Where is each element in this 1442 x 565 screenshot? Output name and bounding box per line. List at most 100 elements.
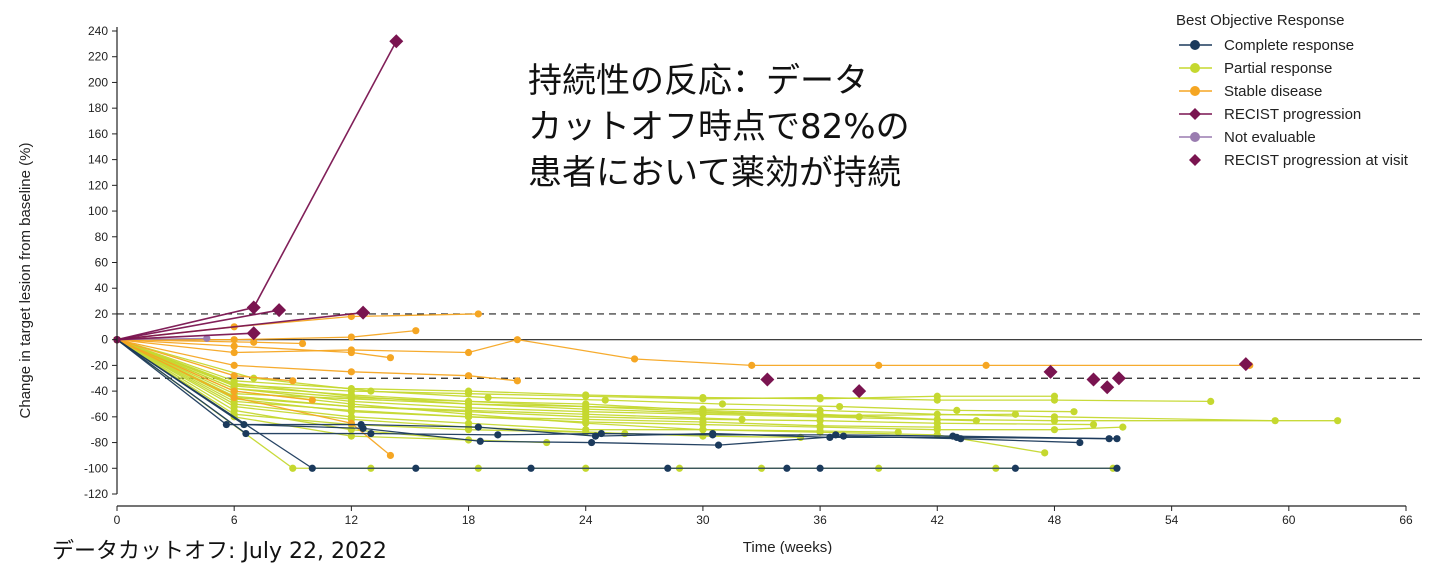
- data-point-complete: [474, 423, 482, 431]
- data-point-complete: [816, 464, 824, 472]
- legend-marker: [1189, 154, 1201, 166]
- data-point-partial: [699, 409, 707, 417]
- legend-marker: [1190, 132, 1200, 142]
- y-tick-label: 100: [88, 204, 108, 218]
- data-point-partial: [933, 392, 941, 400]
- data-point-complete: [476, 437, 484, 445]
- data-point-complete: [1113, 464, 1121, 472]
- legend-entry-label: Stable disease: [1224, 83, 1322, 100]
- progression-diamond: [760, 372, 775, 387]
- data-point-stable: [386, 354, 395, 362]
- data-point-partial: [816, 411, 824, 420]
- y-tick-label: -40: [91, 384, 109, 398]
- y-tick-label: 40: [95, 281, 109, 295]
- data-point-complete: [242, 429, 250, 438]
- data-point-stable: [464, 348, 473, 357]
- data-point-stable: [347, 419, 355, 427]
- data-point-partial: [464, 413, 473, 421]
- data-point-partial: [738, 415, 746, 424]
- series-line-stable: [116, 339, 391, 456]
- series-line-stable: [116, 339, 1250, 367]
- data-point-partial: [953, 406, 961, 415]
- x-tick-label: 60: [1282, 513, 1296, 527]
- reference-lines: [117, 313, 1422, 379]
- data-point-partial: [1334, 417, 1342, 425]
- data-point-stable: [230, 372, 238, 380]
- data-point-partial: [816, 395, 824, 403]
- x-axis-title: Time (weeks): [743, 539, 832, 554]
- x-tick-label: 66: [1399, 513, 1413, 527]
- data-point-complete: [783, 464, 791, 472]
- data-point-stable: [513, 377, 521, 385]
- data-point-partial: [484, 393, 492, 402]
- y-tick-label: 140: [88, 153, 108, 167]
- y-tick-label: 0: [101, 333, 108, 347]
- data-point-complete: [308, 464, 316, 472]
- x-tick-label: 30: [696, 513, 710, 527]
- data-point-complete: [1105, 435, 1113, 443]
- data-point-partial: [347, 397, 355, 405]
- data-point-stable: [474, 310, 482, 318]
- data-point-partial: [1271, 417, 1279, 425]
- data-point-partial: [1119, 423, 1127, 431]
- data-point-complete: [949, 432, 957, 440]
- legend-marker: [1190, 63, 1200, 73]
- summary-line-3: 患者において薬効が持続: [528, 153, 901, 193]
- data-point-partial: [699, 393, 707, 402]
- series-line-partial: [116, 339, 1074, 413]
- x-tick-label: 48: [1048, 513, 1062, 527]
- y-axis-title: Change in target lesion from baseline (%…: [17, 143, 34, 419]
- y-tick-label: -120: [84, 487, 108, 501]
- x-tick-label: 36: [813, 513, 827, 527]
- data-point-complete: [832, 431, 840, 439]
- data-point-partial: [718, 400, 727, 408]
- data-point-partial: [289, 464, 297, 472]
- data-point-partial: [1070, 408, 1078, 416]
- series-line-partial: [116, 339, 938, 428]
- series-line-partial: [116, 339, 625, 435]
- data-point-partial: [464, 400, 473, 408]
- data-point-stable: [630, 355, 639, 363]
- progression-diamond: [246, 326, 261, 341]
- data-point-stable: [386, 451, 395, 460]
- progression-diamond: [1111, 371, 1126, 386]
- data-point-stable: [347, 348, 355, 357]
- data-point-stable: [982, 361, 990, 369]
- data-point-complete: [587, 438, 596, 447]
- data-point-partial: [347, 402, 355, 411]
- y-tick-label: -80: [91, 436, 109, 450]
- data-point-partial: [347, 384, 355, 393]
- data-point-partial: [1041, 449, 1049, 457]
- data-point-stable: [289, 377, 297, 385]
- y-tick-label: 220: [88, 50, 108, 64]
- data-point-partial: [699, 418, 707, 426]
- data-point-complete: [1011, 464, 1019, 472]
- data-point-not_evaluable: [203, 334, 211, 342]
- series-line-partial: [116, 339, 1016, 417]
- data-point-partial: [855, 413, 863, 421]
- legend-title: Best Objective Response: [1176, 12, 1344, 29]
- data-point-complete: [494, 431, 502, 439]
- data-point-stable: [748, 361, 756, 369]
- x-tick-label: 6: [231, 513, 238, 527]
- summary-overlay: 持続性の反応：データ カットオフ時点で82%の 患者において薬効が持続: [528, 58, 910, 196]
- progression-diamond: [272, 303, 287, 318]
- data-point-stable: [230, 393, 238, 402]
- data-point-stable: [230, 348, 238, 357]
- legend-entry-label: Not evaluable: [1224, 129, 1316, 146]
- data-point-partial: [250, 374, 258, 382]
- series-line-stable: [116, 339, 391, 359]
- data-point-partial: [816, 406, 824, 415]
- data-point-stable: [513, 336, 521, 344]
- legend-entry-label: Complete response: [1224, 37, 1354, 54]
- data-point-stable: [347, 333, 355, 341]
- data-point-partial: [816, 427, 824, 435]
- series-line-partial: [116, 339, 742, 421]
- series-line-partial: [116, 339, 1211, 403]
- legend-marker: [1189, 108, 1201, 120]
- legend-marker: [1190, 86, 1200, 96]
- progression-diamond: [1100, 380, 1115, 395]
- data-cutoff-note: データカットオフ: July 22, 2022: [52, 539, 387, 564]
- data-point-stable: [250, 338, 258, 346]
